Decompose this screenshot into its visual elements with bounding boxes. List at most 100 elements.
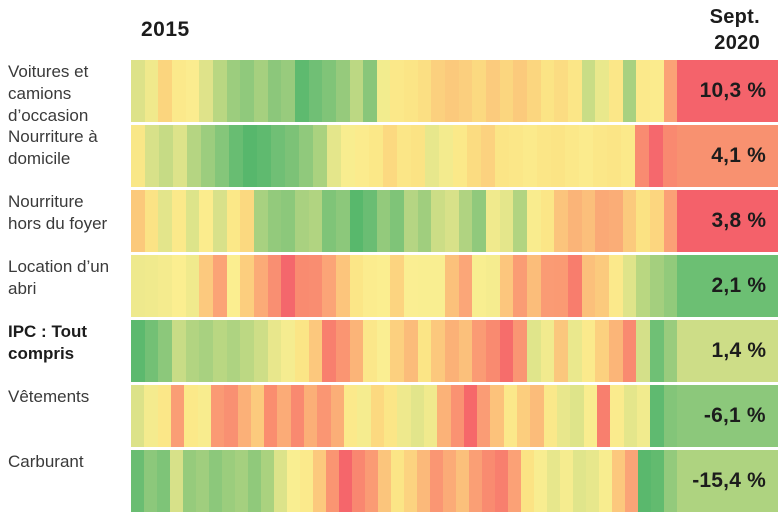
heatmap-cell [131, 385, 145, 447]
heatmap-cell [404, 60, 418, 122]
heatmap-row: IPC : Tout compris 1,4 % [0, 320, 778, 382]
heatmap-strip: -15,4 % [131, 450, 778, 512]
heatmap-cell [404, 255, 418, 317]
heatmap-cell [237, 385, 251, 447]
heatmap-cell [209, 450, 222, 512]
chart-header: 2015 Sept. 2020 [0, 0, 778, 60]
heatmap-cell [404, 320, 418, 382]
heatmap-cell [363, 190, 377, 252]
latest-value-block: 3,8 % [677, 190, 778, 252]
heatmap-cell [543, 385, 557, 447]
heatmap-cell [664, 450, 677, 512]
heatmap-cell [369, 125, 383, 187]
heatmap-cell [229, 125, 243, 187]
heatmap-cell [581, 320, 596, 382]
heatmap-cell [622, 60, 637, 122]
heatmap-cell [513, 320, 528, 382]
heatmap-cell [581, 255, 596, 317]
heatmap-cell [443, 450, 456, 512]
heatmap-cell [376, 60, 391, 122]
heatmap-cell [287, 450, 300, 512]
heatmap-cell [439, 125, 453, 187]
heatmap-cell [663, 60, 678, 122]
heatmap-cell [240, 320, 254, 382]
heatmap-cell [185, 320, 200, 382]
x-axis-end-label-line1: Sept. [709, 6, 760, 28]
heatmap-cell [335, 255, 350, 317]
heatmap-cell [527, 190, 541, 252]
heatmap-cell [257, 125, 271, 187]
heatmap-cell [363, 255, 377, 317]
latest-value-block: 1,4 % [677, 320, 778, 382]
heatmap-cell [431, 255, 446, 317]
heatmap-cell [171, 255, 186, 317]
heatmap-cell [431, 190, 446, 252]
heatmap-cell [499, 60, 514, 122]
heatmap-cell [355, 125, 369, 187]
category-label: Location d’un abri [8, 257, 110, 298]
heatmap-cell [650, 385, 664, 447]
heatmap-cell [171, 60, 186, 122]
heatmap-cell [145, 125, 159, 187]
heatmap-cell [277, 385, 291, 447]
heatmap-cell [649, 320, 664, 382]
heatmap-cell [554, 255, 568, 317]
heatmap-cell [308, 190, 323, 252]
heatmap-cell [158, 190, 172, 252]
heatmap-cell [261, 450, 274, 512]
heatmap-cell [581, 60, 596, 122]
heatmap-cell [404, 450, 417, 512]
heatmap-cell [622, 320, 637, 382]
heatmap-cell [527, 60, 541, 122]
heatmap-cell [349, 60, 364, 122]
heatmap-cell [322, 320, 336, 382]
heatmap-row: Nourriture à domicile 4,1 % [0, 125, 778, 187]
heatmap-cell [144, 60, 159, 122]
heatmap-strip: 4,1 % [131, 125, 778, 187]
heatmap-cell [267, 255, 282, 317]
heatmap-cell [472, 255, 487, 317]
heatmap-cell [663, 190, 678, 252]
heatmap-cell [267, 60, 282, 122]
heatmap-cell [423, 385, 438, 447]
heatmap-cell [445, 60, 459, 122]
heatmap-cell [157, 385, 171, 447]
heatmap-cell [430, 450, 443, 512]
heatmap-cell [595, 320, 609, 382]
heatmap-cell [267, 190, 282, 252]
heatmap-cell [636, 60, 650, 122]
heatmap-cell [185, 255, 200, 317]
heatmap-cell [649, 190, 664, 252]
heatmap-cell [131, 255, 145, 317]
category-label: Voitures et camions d’occasion [8, 62, 89, 125]
heatmap-cell [330, 385, 344, 447]
heatmap-cell [425, 125, 439, 187]
x-axis-start-label: 2015 [141, 18, 190, 41]
heatmap-cell [196, 450, 209, 512]
heatmap-cell [322, 190, 336, 252]
heatmap-cell [458, 320, 473, 382]
heatmap-cell [417, 320, 432, 382]
heatmap-cell [271, 125, 285, 187]
heatmap-cell [281, 255, 295, 317]
heatmap-cell [636, 190, 650, 252]
heatmap-cell [458, 60, 473, 122]
heatmap-cell [472, 190, 487, 252]
heatmap-cell [253, 60, 268, 122]
heatmap-cell [131, 125, 145, 187]
heatmap-cell [250, 385, 265, 447]
heatmap-cell [304, 385, 318, 447]
heatmap-cell [173, 125, 187, 187]
heatmap-cell [357, 385, 371, 447]
heatmap-cell [171, 320, 186, 382]
heatmap-cell [131, 320, 145, 382]
heatmap-cell [376, 320, 391, 382]
latest-value-block: 4,1 % [677, 125, 778, 187]
heatmap-cell [417, 450, 430, 512]
heatmap-cell [499, 255, 514, 317]
heatmap-cell [513, 190, 528, 252]
heatmap-cell [608, 320, 623, 382]
heatmap-row: Location d’un abri 2,1 % [0, 255, 778, 317]
heatmap-cell [586, 450, 599, 512]
heatmap-cell [472, 320, 487, 382]
